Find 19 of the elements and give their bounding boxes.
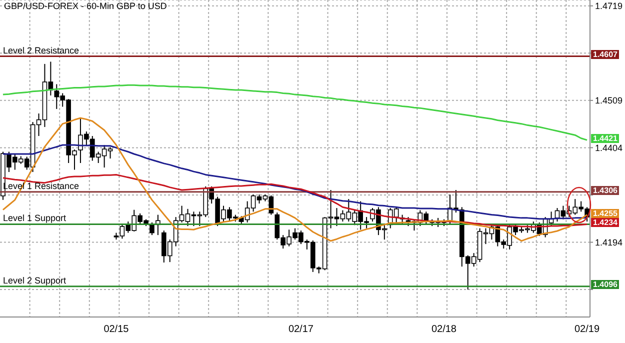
ref-line-label: Level 2 Support [3, 275, 67, 286]
x-tick-label: 02/19 [574, 324, 600, 336]
y-tick-label: 1.4194 [595, 237, 623, 248]
annotation: 1.4096 [591, 280, 620, 290]
x-tick-label: 02/15 [104, 324, 130, 336]
x-tick-label: 02/17 [288, 324, 314, 336]
annotation: 1.4421 [591, 134, 620, 144]
ref-line-label: Level 2 Resistance [3, 45, 80, 56]
annotation: 1.4234 [591, 218, 620, 228]
chart-title: GBP/USD-FOREX - 60-Min GBP to USD [4, 1, 167, 11]
annotation: 1.4255 [591, 208, 620, 218]
annotation: 1.4607 [591, 50, 620, 60]
x-tick-label: 02/18 [431, 324, 457, 336]
candlestick [150, 222, 154, 236]
y-tick-label: 1.4719 [595, 1, 623, 12]
ref-line-label: Level 1 Support [3, 213, 67, 224]
annotation: 1.4306 [591, 186, 620, 195]
y-tick-label: 1.4404 [595, 142, 623, 153]
y-tick-label: 1.4509 [595, 96, 623, 106]
